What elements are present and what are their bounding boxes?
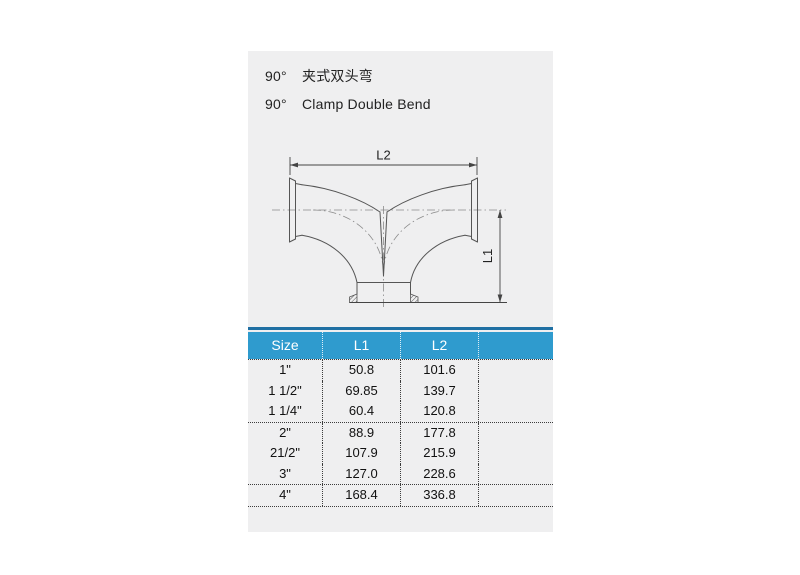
cell-size: 4" <box>279 487 291 502</box>
cell-empty <box>478 401 553 422</box>
cell-l2: 139.7 <box>400 380 478 401</box>
table-group-3: 4" 168.4 336.8 <box>248 485 553 507</box>
bend-body <box>301 184 466 283</box>
table-row: 1 1/4" 60.4 120.8 <box>248 401 553 422</box>
title-zh-text: 夹式双头弯 <box>302 68 373 84</box>
cell-l2: 101.6 <box>400 360 478 381</box>
table-row: 3" 127.0 228.6 <box>248 463 553 484</box>
cell-l2: 120.8 <box>400 401 478 422</box>
cell-l1: 50.8 <box>322 360 400 381</box>
title-en-text: Clamp Double Bend <box>302 96 431 112</box>
cell-empty <box>478 463 553 484</box>
table-group-2: 2" 88.9 177.8 21/2" 107.9 215.9 3" 127.0… <box>248 422 553 485</box>
cell-size: 1 1/2" <box>268 382 302 398</box>
cell-l2: 215.9 <box>400 443 478 464</box>
centerlines <box>272 206 506 308</box>
cell-empty <box>478 443 553 464</box>
cell-size: 3" <box>279 465 291 481</box>
title-en: 90° Clamp Double Bend <box>265 90 431 118</box>
header-l2: L2 <box>400 332 478 359</box>
table-row: 1" 50.8 101.6 <box>248 360 553 381</box>
cell-empty <box>478 422 553 443</box>
header-empty <box>478 332 553 359</box>
cell-l1: 69.85 <box>322 380 400 401</box>
title-angle-en: 90° <box>265 96 287 112</box>
table-row: 2" 88.9 177.8 <box>248 422 553 443</box>
cell-l1: 88.9 <box>322 422 400 443</box>
l2-dimension-label: L2 <box>376 148 390 163</box>
double-bend-diagram: L2 <box>272 148 507 308</box>
cell-size: 21/2" <box>270 445 300 460</box>
cell-l1: 127.0 <box>322 463 400 484</box>
title-block: 90° 夹式双头弯 90° Clamp Double Bend <box>265 62 431 118</box>
table-body: 1" 50.8 101.6 1 1/2" 69.85 139.7 1 1/4" … <box>248 359 553 507</box>
cell-l1: 60.4 <box>322 401 400 422</box>
cell-size: 1 1/4" <box>268 403 302 418</box>
table-top-accent-line <box>248 327 553 330</box>
cell-l2: 177.8 <box>400 422 478 443</box>
dimension-l1: L1 <box>480 210 503 303</box>
header-l1: L1 <box>322 332 400 359</box>
table-row: 21/2" 107.9 215.9 <box>248 443 553 464</box>
table-row: 1 1/2" 69.85 139.7 <box>248 380 553 401</box>
cell-l1: 168.4 <box>322 485 400 506</box>
cell-size: 1" <box>279 362 291 377</box>
dimension-l2: L2 <box>289 148 478 175</box>
cell-empty <box>478 360 553 381</box>
cell-size: 2" <box>279 424 291 440</box>
cell-empty <box>478 485 553 506</box>
l1-dimension-label: L1 <box>480 249 495 263</box>
title-zh: 90° 夹式双头弯 <box>265 62 431 90</box>
table-header-row: Size L1 L2 <box>248 332 553 359</box>
header-size: Size <box>271 337 299 353</box>
cell-l2: 228.6 <box>400 463 478 484</box>
left-ferrule <box>289 177 303 243</box>
technical-drawing: L2 <box>248 140 553 325</box>
right-ferrule <box>464 177 478 243</box>
title-angle-zh: 90° <box>265 68 287 84</box>
dimensions-table: Size L1 L2 1" 50.8 101.6 1 1/2" 69.85 13… <box>248 327 553 507</box>
cell-l2: 336.8 <box>400 485 478 506</box>
table-row: 4" 168.4 336.8 <box>248 485 553 506</box>
table-group-1: 1" 50.8 101.6 1 1/2" 69.85 139.7 1 1/4" … <box>248 359 553 423</box>
bottom-port <box>349 282 507 303</box>
product-card: 90° 夹式双头弯 90° Clamp Double Bend <box>248 51 553 532</box>
cell-l1: 107.9 <box>322 443 400 464</box>
cell-empty <box>478 380 553 401</box>
